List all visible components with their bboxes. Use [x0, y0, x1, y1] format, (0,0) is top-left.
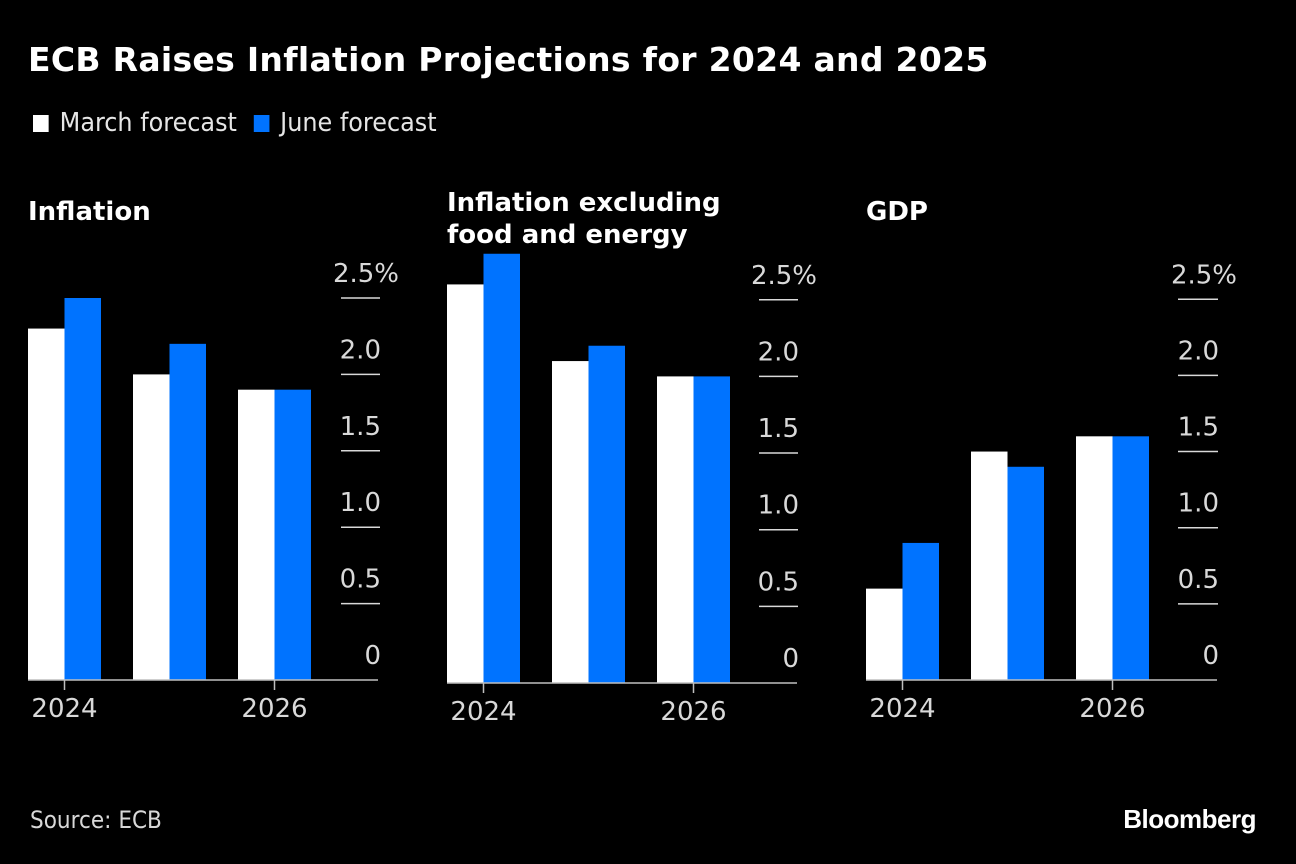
y-tick-label: 0	[782, 644, 799, 674]
x-tick-label: 2026	[241, 694, 307, 724]
y-tick-label: 0.5	[340, 565, 381, 595]
y-tick-label: 1.0	[758, 491, 799, 521]
y-tick-label: 0.5	[758, 567, 799, 597]
legend-swatch-june	[253, 114, 270, 132]
chart-title: ECB Raises Inflation Projections for 202…	[28, 40, 989, 79]
y-tick-label: 2.0	[340, 335, 381, 365]
y-tick-label: 1.0	[340, 488, 381, 518]
y-tick-label: 2.5%	[751, 261, 817, 291]
bar-march-2026	[238, 389, 275, 680]
y-tick-label: 1.5	[340, 412, 381, 442]
bar-march-2024	[866, 588, 903, 680]
y-tick-label: 2.5%	[1171, 260, 1237, 290]
bar-june-2024	[902, 542, 939, 680]
x-tick-label: 2026	[660, 697, 726, 727]
legend-label-march: March forecast	[59, 108, 237, 138]
legend-item-june: June forecast	[253, 108, 437, 138]
bar-march-2026	[657, 376, 694, 683]
bar-june-2024	[483, 253, 520, 683]
y-tick-label: 2.0	[1178, 336, 1219, 366]
legend-label-june: June forecast	[280, 108, 437, 138]
x-tick-label: 2024	[31, 694, 97, 724]
panel-title-core-line-1: Inflation excluding	[447, 188, 721, 218]
legend-item-march: March forecast	[33, 108, 237, 138]
bar-march-2025	[971, 451, 1008, 680]
bar-march-2025	[133, 374, 170, 680]
source-note: Source: ECB	[30, 806, 162, 834]
y-tick-label: 1.0	[1178, 489, 1219, 519]
y-tick-label: 0.5	[1178, 565, 1219, 595]
legend-swatch-march	[33, 114, 49, 132]
bar-june-2026	[693, 376, 730, 683]
y-tick-label: 0	[364, 641, 381, 671]
y-tick-label: 0	[1202, 641, 1219, 671]
bar-march-2026	[1076, 436, 1113, 680]
panel-title-gdp: GDP	[866, 197, 928, 227]
bar-june-2026	[274, 389, 311, 680]
bar-june-2026	[1112, 436, 1149, 680]
bar-june-2025	[169, 343, 206, 680]
bar-june-2025	[588, 345, 625, 683]
bar-march-2024	[28, 328, 65, 680]
y-tick-label: 1.5	[758, 414, 799, 444]
y-tick-label: 2.5%	[333, 259, 399, 289]
x-tick-label: 2026	[1079, 694, 1145, 724]
legend: March forecast June forecast	[33, 108, 453, 138]
bar-june-2025	[1007, 466, 1044, 680]
x-tick-label: 2024	[450, 697, 516, 727]
panel-title-core-line-2: food and energy	[447, 220, 688, 250]
y-tick-label: 1.5	[1178, 413, 1219, 443]
y-tick-label: 2.0	[758, 337, 799, 367]
bar-march-2025	[552, 361, 589, 683]
bar-june-2024	[64, 298, 101, 680]
bar-march-2024	[447, 284, 484, 683]
x-tick-label: 2024	[869, 694, 935, 724]
bloomberg-logo: Bloomberg	[1123, 804, 1256, 834]
panel-title-inflation: Inflation	[28, 197, 151, 227]
panel-title-core-inflation: Inflation excluding food and energy	[447, 187, 721, 251]
